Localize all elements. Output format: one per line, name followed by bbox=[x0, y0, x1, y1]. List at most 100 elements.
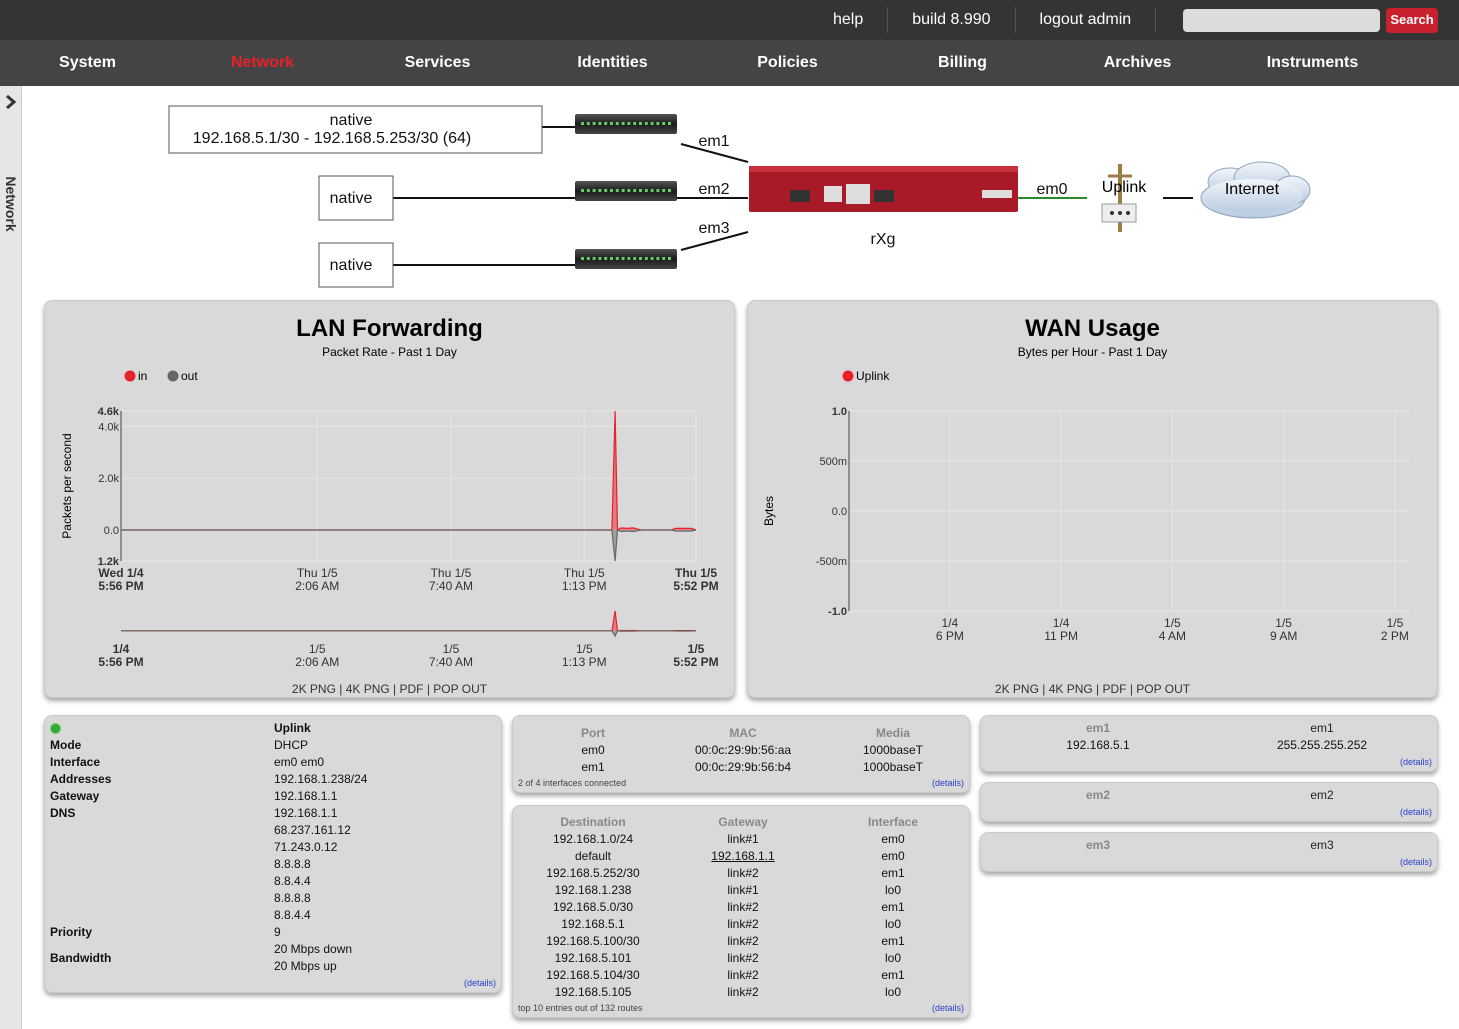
lan-name: native bbox=[330, 257, 373, 274]
wan-chart: WAN Usage Bytes per Hour - Past 1 Day Upli… bbox=[762, 315, 1409, 696]
x-tick-label: Thu 1/5 bbox=[297, 566, 338, 580]
table: em2 em2 bbox=[981, 787, 1437, 804]
x-tick-label: Thu 1/5 bbox=[675, 566, 717, 580]
y-tick-label: -500m bbox=[816, 556, 847, 568]
sidebar-toggle[interactable] bbox=[3, 94, 19, 110]
x-tick-label: 5:52 PM bbox=[673, 655, 718, 669]
y-tick-label: 1.2k bbox=[98, 556, 120, 568]
nav-item[interactable]: Identities bbox=[577, 54, 648, 71]
table: em3 em3 bbox=[981, 837, 1437, 854]
details-link[interactable]: (details) bbox=[1399, 757, 1432, 767]
switch-port bbox=[610, 189, 613, 192]
switch-port bbox=[604, 122, 608, 125]
panel-footer: (details) bbox=[986, 757, 1432, 767]
switch-port bbox=[662, 122, 666, 125]
switch-port bbox=[592, 257, 596, 260]
nav-item[interactable]: System bbox=[59, 54, 116, 71]
x-tick-label: 1/5 bbox=[1275, 616, 1292, 630]
row-values: 192.168.1.1 68.237.161.12 71.243.0.12 8.8.8… bbox=[274, 805, 351, 924]
switch-port bbox=[627, 189, 631, 192]
x-tick-label: 1/4 bbox=[942, 616, 959, 630]
switch-port bbox=[656, 189, 660, 192]
search-input[interactable] bbox=[1183, 9, 1380, 32]
panel-footer: 2 of 4 interfaces connected (details) bbox=[518, 778, 964, 788]
switch-port bbox=[621, 257, 625, 260]
top-link[interactable]: build 8.990 bbox=[888, 7, 1016, 33]
search-button[interactable]: Search bbox=[1386, 8, 1438, 33]
table-cell: 192.168.5.1 bbox=[1066, 738, 1130, 752]
nav-item[interactable]: Archives bbox=[1103, 54, 1172, 71]
switch[interactable] bbox=[575, 114, 677, 134]
switch[interactable] bbox=[575, 249, 677, 269]
switch-port bbox=[662, 189, 666, 192]
routes-panel: Destination Gateway Interface 192.168.1.0/2… bbox=[512, 805, 970, 1018]
top-link[interactable]: help bbox=[809, 7, 889, 33]
lan-box[interactable] bbox=[318, 242, 394, 288]
uplink-row: Bandwidth 20 Mbps down 20 Mbps up bbox=[45, 941, 501, 975]
nav-item[interactable]: Billing bbox=[938, 54, 987, 71]
nav-item[interactable]: Policies bbox=[757, 54, 818, 71]
switch-port bbox=[633, 257, 637, 260]
uplink-row: Interface em0 em0 bbox=[45, 754, 501, 771]
switch-port bbox=[615, 122, 619, 125]
row-value: 8.8.4.4 bbox=[274, 874, 311, 888]
switch-port bbox=[644, 122, 648, 125]
nav-item[interactable]: Instruments bbox=[1266, 54, 1359, 71]
series-area bbox=[121, 410, 697, 532]
legend-swatch bbox=[124, 370, 136, 382]
switch-port bbox=[650, 257, 654, 260]
row-value: 192.168.1.1 bbox=[274, 806, 338, 820]
details-link[interactable]: (details) bbox=[463, 978, 496, 988]
table-cell: link#1 bbox=[727, 883, 759, 897]
switch-port bbox=[650, 122, 654, 125]
table-cell-link[interactable]: 192.168.1.1 bbox=[711, 849, 775, 863]
nav-bar: System Network Services Identities Policies B… bbox=[0, 40, 1459, 86]
row-label: Priority bbox=[50, 925, 93, 939]
switch-body bbox=[575, 181, 677, 201]
details-link[interactable]: (details) bbox=[931, 778, 964, 788]
table-cell: 192.168.5.1 bbox=[561, 917, 625, 931]
table-cell: em1 bbox=[881, 968, 905, 982]
row-value: 8.8.4.4 bbox=[274, 908, 311, 922]
x-tick-label: 1/4 bbox=[1053, 616, 1070, 630]
y-tick-label: -1.0 bbox=[828, 606, 847, 618]
lan-box[interactable] bbox=[168, 105, 543, 154]
uplink-header: Uplink bbox=[45, 720, 501, 737]
top-link[interactable]: logout admin bbox=[1016, 7, 1157, 33]
details-link[interactable]: (details) bbox=[1399, 857, 1432, 867]
chart-subtitle: Bytes per Hour - Past 1 Day bbox=[1018, 345, 1167, 359]
switch-port bbox=[581, 189, 584, 192]
switch-port bbox=[592, 189, 596, 192]
details-link[interactable]: (details) bbox=[1399, 807, 1432, 817]
column-header: Media bbox=[875, 726, 910, 740]
x-tick-label: 11 PM bbox=[1044, 629, 1078, 643]
table-cell: 00:0c:29:9b:56:aa bbox=[694, 743, 792, 757]
row-value: 8.8.8.8 bbox=[274, 857, 311, 871]
x-tick-label: 1/5 bbox=[576, 642, 593, 656]
table-cell: lo0 bbox=[884, 951, 901, 965]
top-bar: help build 8.990 logout admin Search bbox=[0, 0, 1459, 40]
chart-footer[interactable]: 2K PNG | 4K PNG | PDF | POP OUT bbox=[995, 682, 1191, 696]
uplink-row: DNS 192.168.1.1 68.237.161.12 71.243.0.12 8.… bbox=[45, 805, 501, 924]
wan-panel: WAN Usage Bytes per Hour - Past 1 Day Upli… bbox=[747, 300, 1438, 698]
row-value: 20 Mbps up bbox=[274, 959, 337, 973]
series-area bbox=[121, 630, 697, 638]
series-area bbox=[121, 529, 697, 562]
x-tick-label: 9 AM bbox=[1270, 629, 1297, 643]
internet-label: Internet bbox=[1225, 181, 1280, 198]
switch-port bbox=[581, 122, 584, 125]
row-values: 192.168.1.238/24 bbox=[274, 771, 367, 788]
router[interactable] bbox=[749, 166, 1018, 212]
nav-item[interactable]: Network bbox=[230, 54, 295, 71]
cloud bbox=[1200, 161, 1311, 219]
nav-item[interactable]: Services bbox=[404, 54, 471, 71]
row-value: 9 bbox=[274, 925, 281, 939]
uplink-title: Uplink bbox=[274, 721, 311, 735]
switch-port bbox=[615, 257, 619, 260]
switch[interactable] bbox=[575, 181, 677, 201]
table-cell: em1 bbox=[581, 760, 605, 774]
details-link[interactable]: (details) bbox=[931, 1003, 964, 1013]
table-cell: 192.168.1.238 bbox=[554, 883, 632, 897]
lan-box[interactable] bbox=[318, 175, 394, 221]
chart-footer[interactable]: 2K PNG | 4K PNG | PDF | POP OUT bbox=[292, 682, 488, 696]
